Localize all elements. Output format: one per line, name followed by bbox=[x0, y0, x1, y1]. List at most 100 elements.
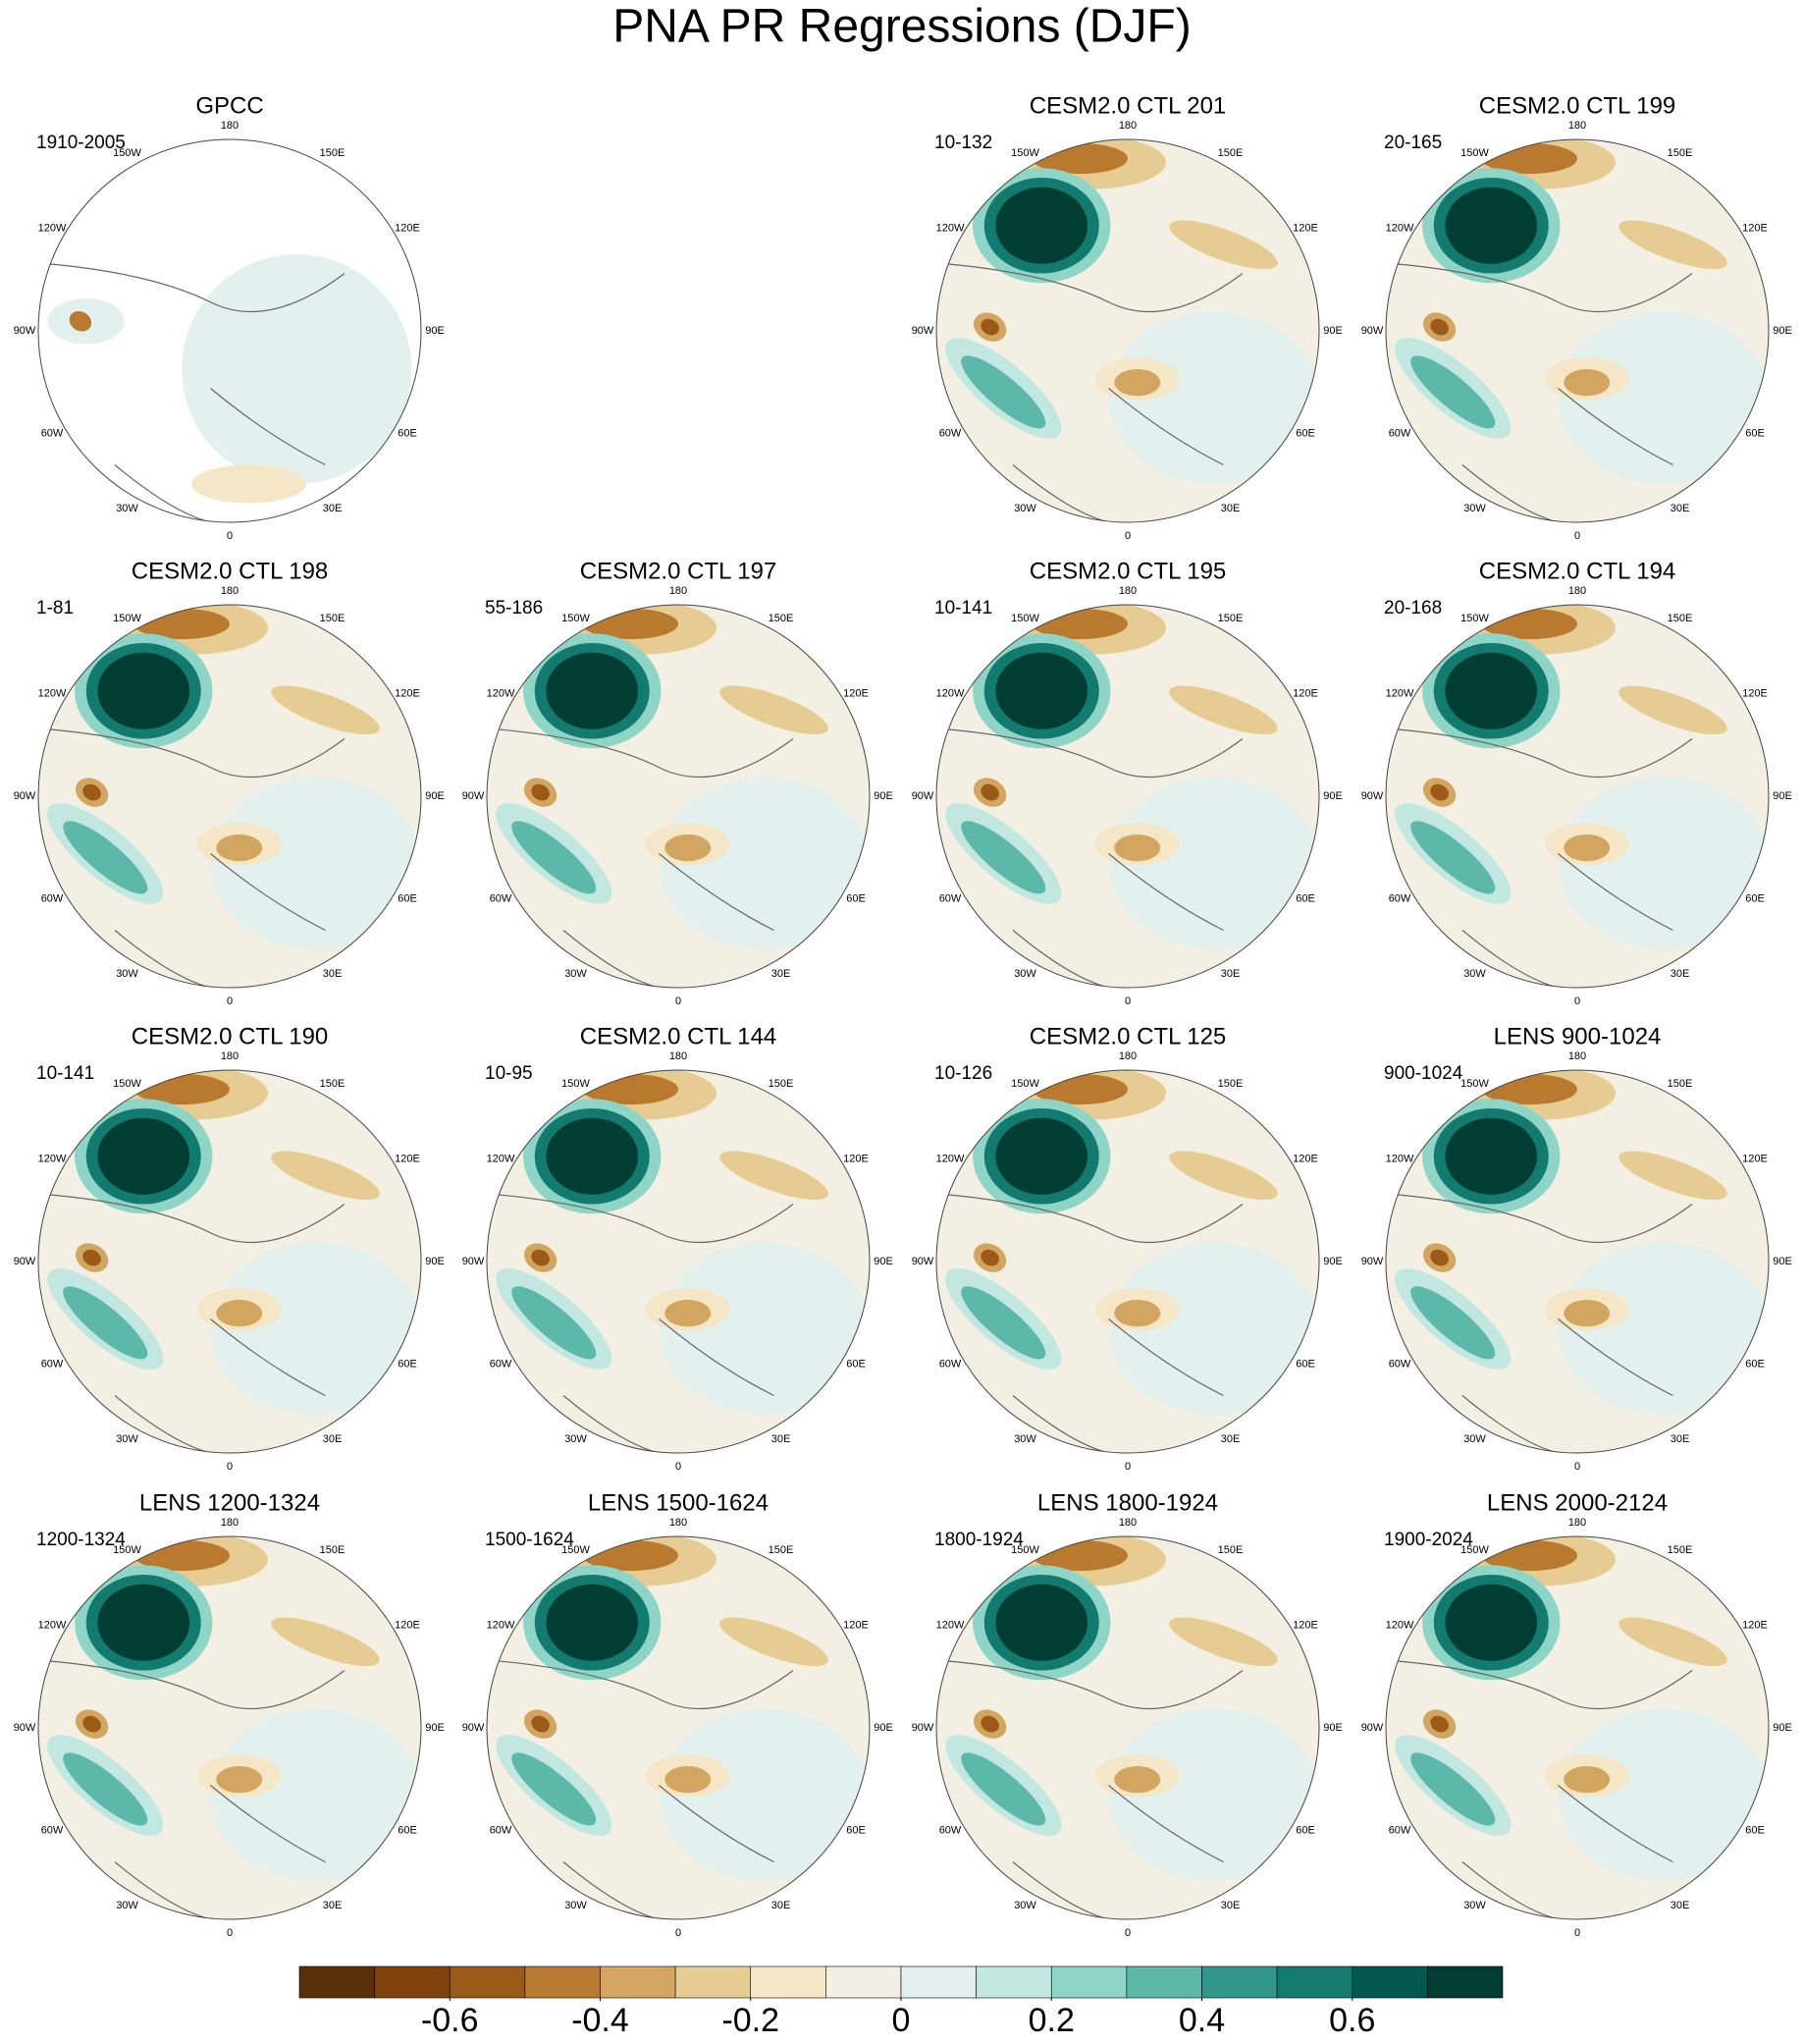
field-patch bbox=[216, 1300, 263, 1327]
lon-label: 60W bbox=[41, 892, 64, 904]
map-border bbox=[935, 1535, 1320, 1920]
lon-label: 60E bbox=[1745, 892, 1765, 904]
coastline bbox=[945, 1194, 1244, 1453]
lon-label: 30W bbox=[1014, 503, 1036, 514]
field-patch bbox=[995, 1584, 1088, 1661]
map-panel: CESM2.0 CTL 125 10-126 180 150W 150E 120W 120E… bbox=[912, 1023, 1343, 1473]
lon-label: 90E bbox=[425, 1256, 445, 1267]
lon-label: 30W bbox=[116, 503, 138, 514]
lon-label: 150E bbox=[1668, 1544, 1693, 1556]
field-patch bbox=[1564, 1300, 1611, 1327]
field-patch bbox=[719, 685, 828, 735]
lon-label: 0 bbox=[675, 1461, 681, 1473]
field bbox=[496, 605, 870, 988]
panel-period: 900-1024 bbox=[1384, 1063, 1463, 1084]
lon-label: 120E bbox=[1742, 222, 1768, 234]
field-patch bbox=[1445, 1584, 1538, 1661]
colorbar-label: 0 bbox=[892, 2002, 911, 2039]
lon-label: 90E bbox=[1773, 790, 1792, 802]
panel-period: 10-132 bbox=[934, 133, 992, 153]
colorbar-label: 0.4 bbox=[1179, 2002, 1225, 2039]
lon-label: 90W bbox=[462, 1722, 485, 1734]
lon-label: 90W bbox=[14, 325, 36, 337]
coastline bbox=[1395, 263, 1693, 522]
lon-label: 120W bbox=[38, 222, 67, 234]
lon-label: 90W bbox=[14, 790, 36, 802]
lon-label: 60W bbox=[939, 427, 962, 439]
colorbar-box bbox=[976, 1965, 1052, 1999]
lon-label: 30E bbox=[771, 1433, 791, 1445]
lon-label: 0 bbox=[1125, 995, 1131, 1007]
colorbar-box bbox=[524, 1965, 601, 1999]
coastline bbox=[945, 728, 1244, 988]
panel-title: CESM2.0 CTL 201 bbox=[1030, 92, 1227, 119]
lon-label: 150W bbox=[113, 147, 141, 159]
lon-label: 0 bbox=[227, 995, 233, 1007]
field-patch bbox=[1169, 1151, 1278, 1201]
coastline bbox=[1395, 1194, 1693, 1453]
map-border bbox=[37, 1535, 422, 1920]
panel-period: 1900-2024 bbox=[1384, 1530, 1473, 1550]
coastline bbox=[945, 263, 1244, 522]
map-panel: CESM2.0 CTL 190 10-141 180 150W 150E 120W 120E… bbox=[14, 1023, 445, 1473]
panel-period: 10-141 bbox=[36, 1063, 94, 1084]
colorbar-box bbox=[298, 1965, 375, 1999]
lon-label: 120E bbox=[395, 1619, 420, 1631]
lon-label: 180 bbox=[669, 1517, 687, 1529]
coastline bbox=[496, 728, 794, 988]
lon-label: 180 bbox=[669, 1050, 687, 1062]
lon-label: 180 bbox=[1119, 1517, 1137, 1529]
lon-label: 120W bbox=[487, 1619, 515, 1631]
field-patch bbox=[182, 254, 412, 484]
map-border bbox=[935, 604, 1320, 989]
figure-title: PNA PR Regressions (DJF) bbox=[612, 1, 1191, 53]
field-patch bbox=[1430, 1249, 1449, 1266]
lon-label: 90E bbox=[1323, 325, 1343, 337]
colorbar-box bbox=[900, 1965, 977, 1999]
panel-period: 1910-2005 bbox=[36, 133, 126, 153]
field-patch bbox=[664, 1766, 712, 1794]
lon-label: 180 bbox=[1119, 1050, 1137, 1062]
panel-title: GPCC bbox=[195, 92, 263, 119]
coastline bbox=[1395, 1660, 1693, 1919]
field-patch bbox=[271, 1617, 380, 1667]
field-patch bbox=[664, 1300, 712, 1327]
lon-label: 30E bbox=[771, 968, 791, 980]
lon-label: 150W bbox=[561, 1078, 590, 1090]
lon-label: 60W bbox=[41, 1358, 64, 1370]
lon-label: 0 bbox=[227, 1927, 233, 1939]
lon-label: 30W bbox=[1463, 968, 1486, 980]
lon-label: 150E bbox=[1218, 613, 1244, 624]
lon-label: 30E bbox=[1671, 968, 1690, 980]
lon-label: 150W bbox=[561, 1544, 590, 1556]
colorbar-box bbox=[600, 1965, 676, 1999]
lon-label: 120W bbox=[1386, 687, 1414, 699]
lon-label: 150E bbox=[1218, 147, 1244, 159]
lon-label: 30E bbox=[1671, 1433, 1690, 1445]
lon-label: 90W bbox=[462, 1256, 485, 1267]
lon-label: 0 bbox=[1574, 1927, 1580, 1939]
lon-label: 60E bbox=[1745, 427, 1765, 439]
colorbar-label: -0.4 bbox=[571, 2002, 629, 2039]
panel-title: CESM2.0 CTL 195 bbox=[1030, 558, 1227, 584]
lon-label: 60W bbox=[939, 1358, 962, 1370]
lon-label: 150W bbox=[1011, 1078, 1039, 1090]
coastline bbox=[496, 1660, 794, 1919]
colorbar-box bbox=[674, 1965, 752, 1999]
lon-label: 150W bbox=[113, 1544, 141, 1556]
field bbox=[47, 605, 421, 988]
field-patch bbox=[1430, 783, 1449, 801]
field-patch bbox=[1618, 1151, 1727, 1201]
panel-title: LENS 1800-1924 bbox=[1037, 1489, 1218, 1516]
map-border bbox=[1385, 1535, 1770, 1920]
colorbar-box bbox=[1126, 1965, 1202, 1999]
lon-label: 120E bbox=[843, 687, 869, 699]
lon-label: 180 bbox=[1119, 585, 1137, 597]
lon-label: 90E bbox=[874, 790, 893, 802]
lon-label: 120W bbox=[487, 1153, 515, 1164]
lon-label: 150W bbox=[1460, 613, 1489, 624]
map-panel: CESM2.0 CTL 144 10-95 180 150W 150E 120W 120E 9… bbox=[462, 1023, 893, 1473]
lon-label: 150E bbox=[769, 1078, 794, 1090]
coastline bbox=[496, 1194, 794, 1453]
colorbar-label: -0.2 bbox=[721, 2002, 779, 2039]
